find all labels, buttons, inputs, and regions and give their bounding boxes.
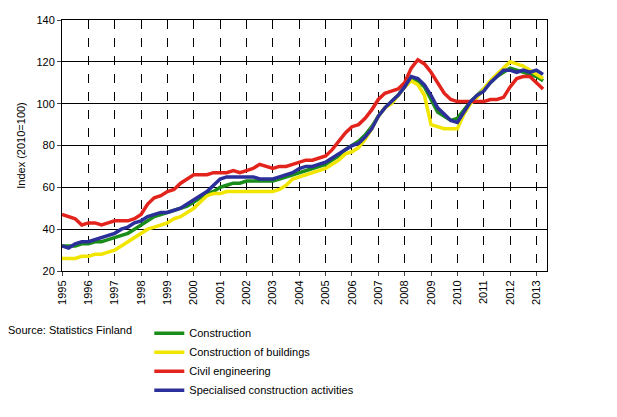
svg-text:Index (2010=100): Index (2010=100) xyxy=(15,102,27,189)
svg-text:2009: 2009 xyxy=(425,280,437,304)
svg-text:2006: 2006 xyxy=(346,280,358,304)
svg-text:2001: 2001 xyxy=(214,280,226,304)
svg-text:Civil engineering: Civil engineering xyxy=(189,365,270,377)
svg-text:2000: 2000 xyxy=(187,280,199,304)
svg-text:Construction: Construction xyxy=(189,327,251,339)
svg-text:100: 100 xyxy=(36,98,54,110)
svg-text:2011: 2011 xyxy=(477,280,489,304)
svg-text:1996: 1996 xyxy=(82,280,94,304)
svg-text:Construction of buildings: Construction of buildings xyxy=(189,346,310,358)
svg-text:Source: Statistics Finland: Source: Statistics Finland xyxy=(8,324,132,336)
svg-text:1999: 1999 xyxy=(161,280,173,304)
svg-text:1995: 1995 xyxy=(56,280,68,304)
svg-text:2005: 2005 xyxy=(319,280,331,304)
svg-text:2007: 2007 xyxy=(372,280,384,304)
svg-text:80: 80 xyxy=(43,139,55,151)
svg-text:1997: 1997 xyxy=(108,280,120,304)
svg-text:2003: 2003 xyxy=(266,280,278,304)
svg-text:2004: 2004 xyxy=(293,280,305,304)
svg-text:40: 40 xyxy=(43,223,55,235)
svg-text:2008: 2008 xyxy=(398,280,410,304)
svg-text:2012: 2012 xyxy=(504,280,516,304)
svg-text:120: 120 xyxy=(36,56,54,68)
svg-text:2002: 2002 xyxy=(240,280,252,304)
svg-text:20: 20 xyxy=(43,265,55,277)
svg-text:60: 60 xyxy=(43,181,55,193)
svg-text:2010: 2010 xyxy=(451,280,463,304)
svg-text:2013: 2013 xyxy=(530,280,542,304)
svg-text:140: 140 xyxy=(36,14,54,26)
svg-text:Specialised construction activ: Specialised construction activities xyxy=(189,384,353,396)
svg-text:1998: 1998 xyxy=(135,280,147,304)
